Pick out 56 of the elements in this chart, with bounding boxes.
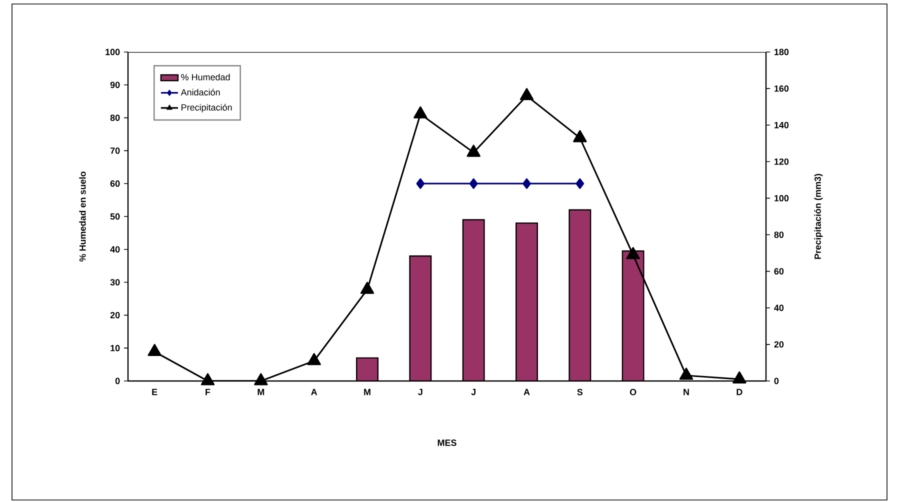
x-tick-label: M	[258, 388, 264, 396]
x-tick-label: A	[311, 388, 318, 396]
y-tick-label: 40	[110, 246, 120, 253]
y2-tick-label: 80	[774, 232, 784, 238]
y-tick-label: 50	[110, 213, 120, 220]
point	[307, 353, 321, 366]
y-tick-label: 20	[110, 312, 120, 318]
y2-tick-label: 140	[774, 122, 789, 128]
x-tick-label: J	[471, 388, 476, 396]
point	[254, 373, 268, 386]
x-tick-label: M	[364, 388, 370, 396]
x-tick-label: E	[152, 388, 158, 396]
bar	[409, 255, 432, 381]
y2-tick-label: 40	[774, 304, 784, 312]
y2-tick-label: 100	[774, 195, 789, 202]
point	[414, 106, 428, 118]
y-tick-label: 90	[110, 82, 120, 88]
bar	[356, 357, 378, 381]
y2-tick-label: 120	[774, 158, 789, 165]
bar	[516, 222, 538, 381]
bar	[462, 219, 485, 381]
y-tick-label: 70	[110, 148, 120, 154]
point	[732, 371, 746, 384]
point	[148, 344, 162, 356]
y-tick-label: 60	[110, 180, 120, 187]
point	[573, 130, 587, 142]
y2-tick-label: 20	[774, 341, 784, 348]
y-axis-title: % Humedad en suelo	[79, 172, 86, 262]
y-tick-label: 30	[110, 279, 120, 286]
y2-tick-label: 60	[774, 268, 784, 275]
y2-tick-label: 180	[774, 48, 789, 56]
bar	[568, 209, 592, 381]
legend-label: Precipitación	[182, 104, 232, 112]
y2-tick-label: 160	[774, 85, 789, 92]
y-tick-label: 0	[115, 378, 120, 384]
x-tick-label: S	[577, 388, 583, 396]
legend-label: % Humedad	[181, 74, 230, 80]
x-axis-title: MES	[438, 440, 456, 446]
x-tick-label: D	[736, 388, 742, 396]
y-tick-label: 100	[106, 48, 120, 56]
legend-label: Anidación	[180, 88, 220, 96]
y2-tick-label: 0	[774, 378, 779, 384]
x-tick-label: N	[684, 388, 689, 396]
x-tick-label: F	[206, 388, 210, 396]
x-tick-label: O	[630, 388, 636, 396]
point	[360, 282, 374, 294]
y-tick-label: 10	[110, 344, 120, 352]
x-tick-label: A	[524, 388, 530, 396]
point	[520, 88, 534, 100]
x-tick-label: J	[418, 388, 422, 396]
point	[466, 144, 480, 157]
point	[626, 247, 640, 260]
y2-axis-title: Precipitación (mm3)	[814, 174, 823, 259]
point	[200, 373, 215, 386]
point	[679, 368, 694, 380]
y-tick-label: 80	[110, 114, 120, 121]
